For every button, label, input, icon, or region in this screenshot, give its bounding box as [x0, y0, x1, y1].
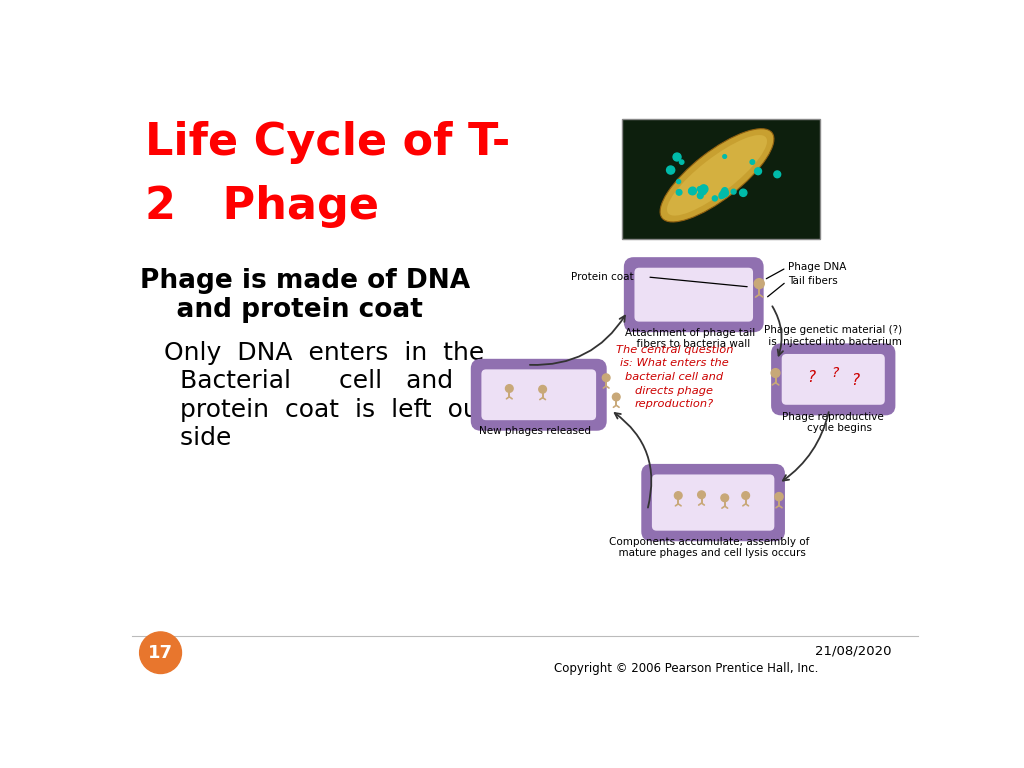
FancyBboxPatch shape: [643, 466, 783, 539]
Text: and protein coat: and protein coat: [139, 297, 423, 323]
Text: Attachment of phage tail
  fibers to bacteria wall: Attachment of phage tail fibers to bacte…: [625, 328, 755, 349]
Text: New phages released: New phages released: [479, 426, 591, 436]
Circle shape: [539, 386, 547, 393]
Circle shape: [774, 171, 780, 177]
Ellipse shape: [660, 129, 774, 222]
Text: Components accumulate; assembly of
  mature phages and cell lysis occurs: Components accumulate; assembly of matur…: [609, 537, 809, 558]
Circle shape: [667, 166, 675, 174]
Circle shape: [731, 189, 736, 194]
Text: Protein coat: Protein coat: [571, 272, 634, 282]
FancyBboxPatch shape: [781, 354, 885, 405]
Text: Phage DNA: Phage DNA: [787, 262, 846, 272]
Circle shape: [719, 192, 725, 198]
Circle shape: [698, 187, 707, 195]
Text: Only  DNA  enters  in  the: Only DNA enters in the: [139, 341, 484, 365]
Text: 17: 17: [148, 644, 173, 662]
Circle shape: [506, 385, 513, 392]
Circle shape: [697, 187, 701, 191]
Circle shape: [775, 492, 783, 501]
Circle shape: [755, 279, 764, 289]
FancyBboxPatch shape: [652, 475, 774, 531]
Circle shape: [697, 491, 706, 498]
Circle shape: [755, 167, 762, 174]
Text: 2   Phage: 2 Phage: [145, 184, 379, 227]
FancyBboxPatch shape: [117, 81, 933, 694]
Circle shape: [676, 190, 682, 195]
FancyBboxPatch shape: [622, 120, 819, 239]
Circle shape: [722, 187, 728, 194]
Text: Phage genetic material (?)
 is injected into bacterium: Phage genetic material (?) is injected i…: [764, 326, 902, 347]
Circle shape: [713, 196, 718, 201]
Text: Life Cycle of T-: Life Cycle of T-: [145, 121, 510, 164]
FancyBboxPatch shape: [773, 346, 893, 413]
Text: 21/08/2020: 21/08/2020: [815, 644, 891, 657]
Text: Phage is made of DNA: Phage is made of DNA: [139, 268, 470, 293]
Text: Phage reproductive
    cycle begins: Phage reproductive cycle begins: [782, 412, 884, 433]
Circle shape: [739, 189, 746, 197]
Text: ?: ?: [831, 366, 839, 380]
Circle shape: [673, 153, 681, 161]
Circle shape: [771, 369, 780, 377]
Circle shape: [699, 185, 708, 194]
Text: Tail fibers: Tail fibers: [787, 276, 838, 286]
Circle shape: [689, 187, 696, 195]
Text: ?: ?: [808, 370, 815, 386]
Circle shape: [697, 193, 703, 199]
Circle shape: [741, 492, 750, 499]
Text: side: side: [139, 426, 231, 450]
Circle shape: [721, 189, 728, 197]
Circle shape: [719, 194, 723, 199]
FancyBboxPatch shape: [635, 268, 753, 322]
Circle shape: [750, 160, 755, 164]
Circle shape: [675, 492, 682, 499]
Ellipse shape: [667, 135, 767, 216]
Text: The central question
is: What enters the
bacterial cell and
directs phage
reprod: The central question is: What enters the…: [615, 345, 733, 409]
Circle shape: [680, 160, 684, 164]
FancyBboxPatch shape: [473, 361, 604, 429]
Text: Copyright © 2006 Pearson Prentice Hall, Inc.: Copyright © 2006 Pearson Prentice Hall, …: [554, 661, 818, 674]
Circle shape: [677, 180, 681, 184]
FancyBboxPatch shape: [481, 369, 596, 420]
FancyBboxPatch shape: [626, 260, 762, 330]
Text: protein  coat  is  left  out: protein coat is left out: [139, 398, 488, 422]
Circle shape: [721, 494, 729, 502]
Circle shape: [723, 154, 727, 158]
Text: Bacterial      cell   and: Bacterial cell and: [139, 369, 453, 393]
Circle shape: [688, 188, 695, 194]
Text: ?: ?: [851, 373, 859, 389]
Circle shape: [602, 374, 610, 382]
Circle shape: [139, 632, 181, 674]
Circle shape: [612, 393, 621, 401]
